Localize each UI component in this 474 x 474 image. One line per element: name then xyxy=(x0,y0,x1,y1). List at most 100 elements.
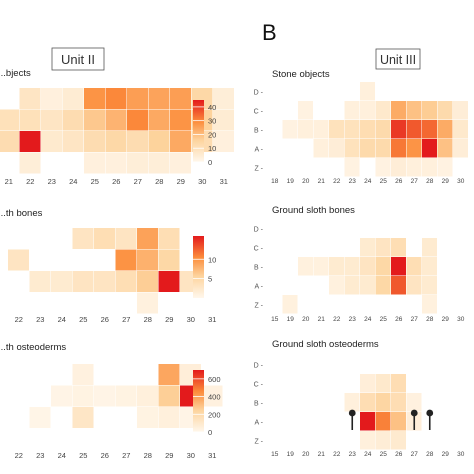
heat-cell xyxy=(406,158,422,177)
heat-cell xyxy=(406,257,422,276)
x-tick-label: 27 xyxy=(411,316,419,323)
heat-cell xyxy=(298,257,313,276)
heat-cell xyxy=(115,249,137,271)
x-tick-label: 22 xyxy=(15,451,23,460)
row-label: B - xyxy=(254,401,264,408)
heat-cell xyxy=(329,120,344,139)
x-tick-label: 29 xyxy=(442,451,450,458)
x-tick-label: 28 xyxy=(144,451,152,460)
heat-cell xyxy=(137,385,158,407)
x-tick-label: 27 xyxy=(122,451,130,460)
heat-cell xyxy=(391,257,406,276)
heat-cell xyxy=(360,374,375,393)
heat-cell xyxy=(94,385,115,407)
heat-cell xyxy=(406,393,422,412)
heat-cell xyxy=(41,109,62,131)
x-tick-label: 27 xyxy=(122,315,130,324)
x-tick-label: 23 xyxy=(36,451,44,460)
heat-cell xyxy=(148,109,170,131)
heat-cell xyxy=(344,158,360,177)
x-tick-label: 31 xyxy=(208,315,216,324)
colorbar-legend: 600 400 200 0 xyxy=(193,370,221,437)
heat-cell xyxy=(137,292,158,314)
x-tick-label: 24 xyxy=(69,177,77,186)
heat-cell xyxy=(213,109,234,131)
x-tick-label: 23 xyxy=(349,316,357,323)
heatmap-3: ...th osteoderms 22 23 24 25 26 27 28 29 30 31 600 4… xyxy=(0,342,223,460)
x-tick-label: 24 xyxy=(364,451,372,458)
heat-cell xyxy=(282,120,298,139)
x-tick-label: 21 xyxy=(5,177,13,186)
heat-cell xyxy=(375,120,391,139)
colorbar-tick-label: 10 xyxy=(208,144,216,153)
x-tick-label: 26 xyxy=(395,178,403,185)
heat-cell xyxy=(105,88,127,109)
heat-cell xyxy=(298,120,313,139)
x-tick-label: 23 xyxy=(48,177,56,186)
x-tick-label: 20 xyxy=(302,178,310,185)
heat-cell xyxy=(344,101,360,120)
heat-cell xyxy=(158,407,180,428)
x-tick-label: 23 xyxy=(349,451,357,458)
heat-cell xyxy=(422,238,437,257)
heat-cell xyxy=(453,139,468,158)
colorbar xyxy=(193,100,204,162)
heat-cell xyxy=(329,276,344,295)
x-tick-label: 15 xyxy=(271,451,279,458)
heat-cell xyxy=(127,88,148,109)
x-tick-label: 30 xyxy=(457,451,465,458)
row-label: D - xyxy=(254,363,264,370)
x-tick-label: 23 xyxy=(36,315,44,324)
x-tick-label: 24 xyxy=(364,316,372,323)
heat-cell xyxy=(375,257,391,276)
x-tick-label: 31 xyxy=(220,177,228,186)
heat-cell xyxy=(298,101,313,120)
x-tick-label: 30 xyxy=(457,316,465,323)
x-tick-label: 25 xyxy=(91,177,99,186)
heatmap-title: ...th bones xyxy=(0,208,43,219)
heat-cell xyxy=(72,271,94,292)
heat-cell xyxy=(329,139,344,158)
colorbar-tick-label: 20 xyxy=(208,130,216,139)
x-tick-label: 24 xyxy=(58,451,66,460)
heat-cell xyxy=(360,431,375,450)
x-tick-label: 21 xyxy=(318,178,326,185)
heat-cell xyxy=(344,120,360,139)
x-tick-label: 21 xyxy=(318,451,326,458)
heat-cell xyxy=(137,407,158,428)
heat-cell xyxy=(213,131,234,152)
heat-cell xyxy=(422,120,437,139)
heat-cell xyxy=(158,249,180,271)
heat-cell xyxy=(127,109,148,131)
heat-cell xyxy=(29,271,51,292)
heat-cell xyxy=(360,238,375,257)
heat-cell xyxy=(158,271,180,292)
x-tick-label: 30 xyxy=(187,315,195,324)
heat-cell xyxy=(41,131,62,152)
heat-cell xyxy=(391,374,406,393)
row-label: D - xyxy=(254,227,264,234)
heat-cell xyxy=(453,120,468,139)
row-label: A - xyxy=(254,284,263,291)
heat-cell xyxy=(94,271,115,292)
colorbar-legend: 10 5 xyxy=(193,236,216,298)
heat-cell xyxy=(115,228,137,249)
colorbar-tick-label: 10 xyxy=(208,255,216,264)
x-tick-label: 29 xyxy=(442,316,450,323)
x-tick-label: 22 xyxy=(333,178,341,185)
x-tick-label: 20 xyxy=(302,451,310,458)
x-tick-label: 30 xyxy=(198,177,206,186)
heat-cell xyxy=(375,238,391,257)
x-tick-label: 28 xyxy=(426,451,434,458)
heat-cell xyxy=(115,385,137,407)
heat-cell xyxy=(29,407,51,428)
x-tick-label: 30 xyxy=(457,178,465,185)
heatmap-6: Ground sloth osteoderms D - C - B - A - Z - 15… xyxy=(254,339,469,458)
panel-b-letter: B xyxy=(262,20,277,45)
x-tick-label: 29 xyxy=(177,177,185,186)
heat-cell xyxy=(360,139,375,158)
heat-cell xyxy=(137,271,158,292)
heat-cell xyxy=(422,139,437,158)
x-tick-label: 22 xyxy=(333,451,341,458)
x-tick-label: 30 xyxy=(187,451,195,460)
